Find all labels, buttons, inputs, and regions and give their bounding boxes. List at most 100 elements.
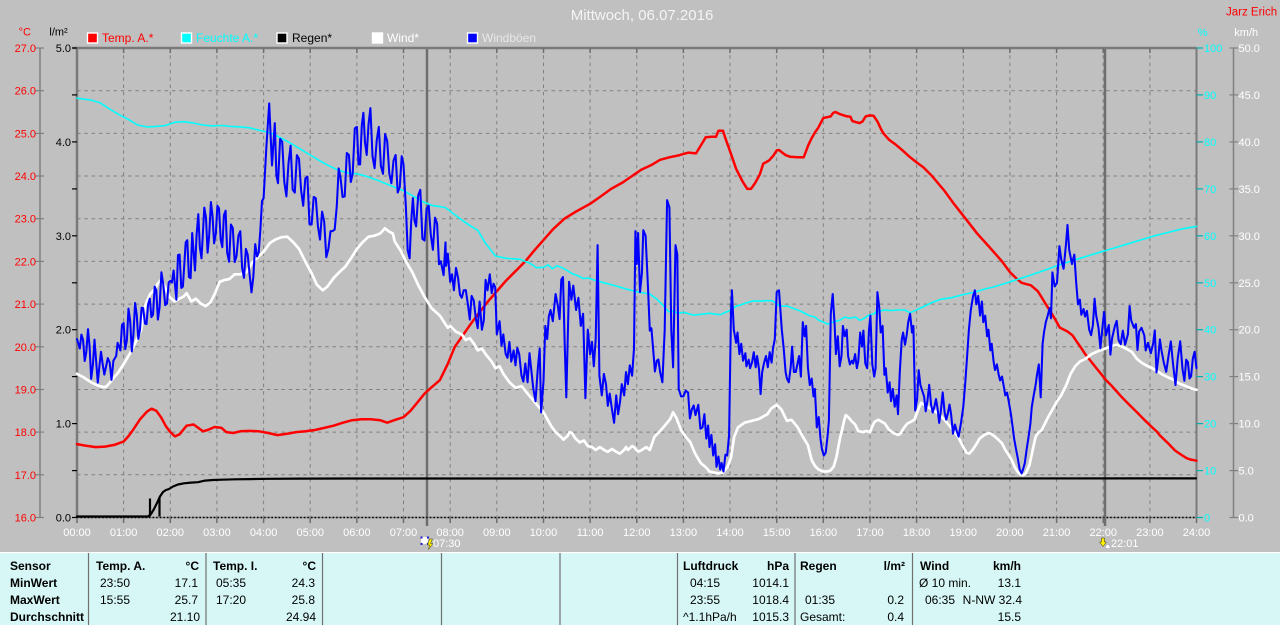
svg-text:25.7: 25.7	[175, 593, 199, 607]
svg-text:07:30: 07:30	[433, 538, 461, 550]
svg-text:24:00: 24:00	[1183, 527, 1211, 539]
svg-text:Feuchte A.*: Feuchte A.*	[196, 31, 258, 45]
svg-text:23:55: 23:55	[690, 593, 720, 607]
svg-text:21:00: 21:00	[1043, 527, 1071, 539]
svg-text:13:00: 13:00	[670, 527, 698, 539]
svg-text:%: %	[1198, 27, 1208, 39]
svg-text:05:35: 05:35	[216, 576, 246, 590]
svg-text:15:00: 15:00	[763, 527, 791, 539]
svg-text:18.0: 18.0	[15, 427, 36, 439]
svg-text:26.0: 26.0	[15, 86, 36, 98]
svg-text:24.3: 24.3	[292, 576, 316, 590]
svg-text:20:00: 20:00	[996, 527, 1024, 539]
svg-text:MaxWert: MaxWert	[10, 593, 60, 607]
svg-text:04:15: 04:15	[690, 576, 720, 590]
svg-text:3.0: 3.0	[56, 231, 71, 243]
svg-text:23.0: 23.0	[15, 214, 36, 226]
svg-text:06:35: 06:35	[925, 593, 955, 607]
svg-text:15.5: 15.5	[998, 610, 1022, 624]
svg-text:19.0: 19.0	[15, 384, 36, 396]
svg-text:25.0: 25.0	[1239, 278, 1260, 290]
svg-text:02:00: 02:00	[157, 527, 185, 539]
svg-text:25.0: 25.0	[15, 128, 36, 140]
svg-text:l/m²: l/m²	[884, 559, 905, 573]
svg-text:20.0: 20.0	[15, 342, 36, 354]
svg-text:17:00: 17:00	[856, 527, 884, 539]
svg-text:01:35: 01:35	[805, 593, 835, 607]
svg-text:Temp. I.: Temp. I.	[213, 559, 257, 573]
svg-text:Temp. A.: Temp. A.	[96, 559, 145, 573]
svg-text:10.0: 10.0	[1239, 419, 1260, 431]
svg-text:km/h: km/h	[993, 559, 1021, 573]
svg-text:12:00: 12:00	[623, 527, 651, 539]
svg-text:MinWert: MinWert	[10, 576, 57, 590]
svg-text:10: 10	[1204, 466, 1216, 478]
svg-text:22:01: 22:01	[1111, 538, 1139, 550]
svg-text:1014.1: 1014.1	[752, 576, 789, 590]
svg-text:1.0: 1.0	[56, 419, 71, 431]
svg-text:45.0: 45.0	[1239, 90, 1260, 102]
svg-text:4.0: 4.0	[56, 137, 71, 149]
svg-text:20: 20	[1204, 419, 1216, 431]
svg-text:21.0: 21.0	[15, 299, 36, 311]
svg-text:03:00: 03:00	[203, 527, 231, 539]
svg-text:Wind*: Wind*	[387, 31, 419, 45]
svg-text:l/m²: l/m²	[49, 27, 68, 39]
svg-text:35.0: 35.0	[1239, 184, 1260, 196]
svg-text:23:00: 23:00	[1136, 527, 1164, 539]
svg-text:Sensor: Sensor	[10, 559, 51, 573]
svg-text:11:00: 11:00	[577, 527, 604, 539]
svg-text:50: 50	[1204, 278, 1216, 290]
svg-text:km/h: km/h	[1234, 27, 1258, 39]
svg-text:50.0: 50.0	[1239, 43, 1260, 55]
svg-text:06:00: 06:00	[343, 527, 371, 539]
svg-text:22:00: 22:00	[1089, 527, 1117, 539]
svg-text:40: 40	[1204, 325, 1216, 337]
svg-text:°C: °C	[303, 559, 317, 573]
svg-text:40.0: 40.0	[1239, 137, 1260, 149]
svg-text:hPa: hPa	[767, 559, 789, 573]
svg-text:60: 60	[1204, 231, 1216, 243]
svg-text:17.0: 17.0	[15, 470, 36, 482]
svg-text:15:55: 15:55	[100, 593, 130, 607]
svg-text:16:00: 16:00	[810, 527, 838, 539]
svg-text:Durchschnitt: Durchschnitt	[10, 610, 84, 624]
svg-text:13.1: 13.1	[998, 576, 1022, 590]
svg-text:00:00: 00:00	[63, 527, 91, 539]
svg-text:0.4: 0.4	[887, 610, 904, 624]
svg-text:21.10: 21.10	[170, 610, 200, 624]
svg-text:Luftdruck: Luftdruck	[683, 559, 739, 573]
svg-text:27.0: 27.0	[15, 43, 36, 55]
svg-text:0: 0	[1204, 513, 1210, 525]
svg-text:90: 90	[1204, 90, 1216, 102]
svg-text:1018.4: 1018.4	[752, 593, 789, 607]
svg-text:0.0: 0.0	[56, 513, 71, 525]
svg-text:Regen: Regen	[800, 559, 837, 573]
svg-text:05:00: 05:00	[296, 527, 324, 539]
svg-text:07:00: 07:00	[390, 527, 418, 539]
svg-text:N-NW 32.4: N-NW 32.4	[963, 593, 1023, 607]
svg-text:Gesamt:: Gesamt:	[800, 610, 845, 624]
svg-text:0.0: 0.0	[1239, 513, 1254, 525]
svg-text:15.0: 15.0	[1239, 372, 1260, 384]
svg-text:01:00: 01:00	[110, 527, 138, 539]
svg-text:30.0: 30.0	[1239, 231, 1260, 243]
svg-text:24.0: 24.0	[15, 171, 36, 183]
svg-text:Regen*: Regen*	[292, 31, 332, 45]
svg-text:Jarz Erich: Jarz Erich	[1226, 7, 1277, 19]
svg-text:70: 70	[1204, 184, 1216, 196]
svg-text:30: 30	[1204, 372, 1216, 384]
svg-text:10:00: 10:00	[530, 527, 558, 539]
svg-text:80: 80	[1204, 137, 1216, 149]
svg-text:1015.3: 1015.3	[752, 610, 789, 624]
svg-text:22.0: 22.0	[15, 256, 36, 268]
svg-text:08:00: 08:00	[436, 527, 464, 539]
svg-text:Ø 10 min.: Ø 10 min.	[919, 576, 971, 590]
svg-text:09:00: 09:00	[483, 527, 511, 539]
svg-text:°C: °C	[186, 559, 200, 573]
svg-text:25.8: 25.8	[292, 593, 316, 607]
svg-text:19:00: 19:00	[950, 527, 978, 539]
svg-text:Windböen: Windböen	[482, 31, 536, 45]
svg-text:Wind: Wind	[920, 559, 949, 573]
svg-text:24.94: 24.94	[286, 610, 316, 624]
